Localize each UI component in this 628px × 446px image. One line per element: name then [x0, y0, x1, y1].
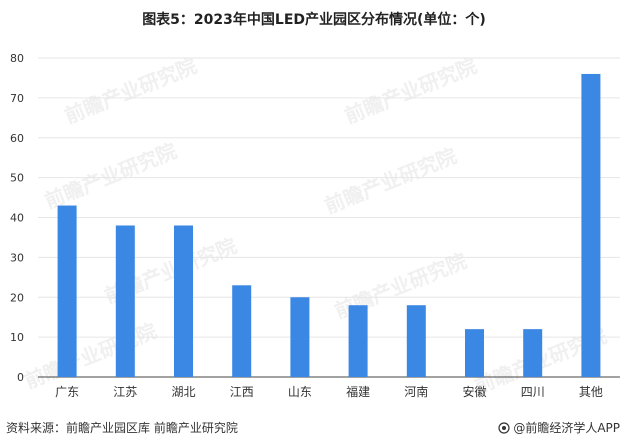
y-tick-label: 80	[10, 52, 24, 65]
y-tick-label: 60	[10, 132, 24, 145]
bar	[348, 305, 368, 377]
y-tick-label: 10	[10, 331, 24, 344]
x-tick-label: 江西	[230, 385, 254, 399]
chart-title: 图表5：2023年中国LED产业园区分布情况(单位：个)	[142, 12, 486, 28]
x-tick-label: 山东	[288, 385, 312, 399]
source-note: 资料来源：前瞻产业园区库 前瞻产业研究院	[6, 421, 238, 435]
bar	[57, 205, 77, 377]
y-tick-label: 70	[10, 92, 24, 105]
brand-logo-icon	[498, 421, 510, 434]
bar	[115, 225, 135, 377]
bar	[232, 285, 252, 377]
bar	[523, 329, 543, 377]
brand-credit: @前瞻经济学人APP	[498, 419, 620, 436]
x-tick-label: 其他	[579, 385, 603, 399]
x-tick-label: 广东	[55, 385, 79, 399]
x-tick-label: 河南	[404, 384, 428, 399]
y-tick-label: 0	[17, 371, 24, 384]
x-tick-label: 安徽	[462, 384, 486, 399]
brand-label: @前瞻经济学人APP	[513, 421, 620, 435]
y-tick-label: 20	[10, 291, 24, 304]
bar	[406, 305, 426, 377]
bar	[174, 225, 193, 377]
bar	[465, 329, 484, 377]
y-tick-label: 40	[10, 212, 24, 225]
y-tick-label: 50	[10, 172, 24, 185]
x-tick-label: 江苏	[113, 385, 137, 399]
x-tick-label: 四川	[521, 385, 545, 399]
y-tick-label: 30	[10, 251, 24, 264]
x-tick-label: 湖北	[171, 384, 195, 399]
bar-chart: 0 10 20 30 40 50 60 70 80 广东 江苏 湖北 江西 山东 福建 河南 安徽 四川 其他	[10, 52, 620, 399]
x-tick-label: 福建	[346, 384, 370, 399]
bar	[581, 73, 601, 377]
bar	[290, 297, 310, 377]
